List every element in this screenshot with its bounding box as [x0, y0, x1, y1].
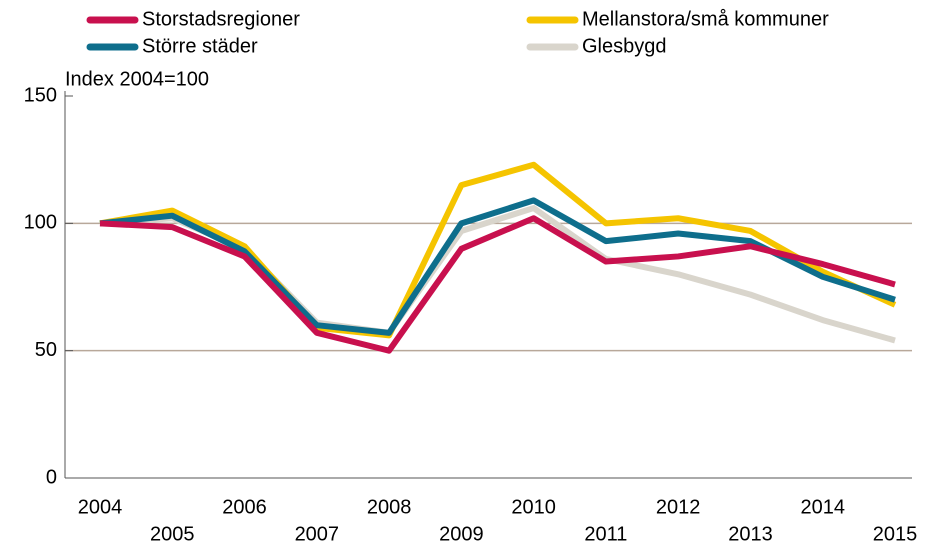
series-line: [99, 215, 896, 354]
x-tick-label: 2008: [367, 496, 412, 518]
x-tick-label: 2009: [439, 523, 484, 542]
y-tick-label: 50: [35, 339, 57, 361]
legend-label: Mellanstora/små kommuner: [582, 8, 829, 30]
x-tick-label: 2005: [150, 523, 195, 542]
x-tick-label: 2014: [800, 496, 845, 518]
x-tick-label: 2013: [728, 523, 773, 542]
series-line: [99, 205, 896, 344]
y-tick-label: 0: [46, 466, 57, 488]
x-tick-label: 2012: [656, 496, 701, 518]
x-tick-label: 2015: [873, 523, 918, 542]
y-tick-label: 150: [24, 84, 57, 106]
series-line: [99, 161, 897, 339]
x-tick-label: 2007: [295, 523, 340, 542]
legend-label: Glesbygd: [582, 35, 667, 57]
x-tick-label: 2011: [584, 523, 627, 542]
legend-label: Större städer: [142, 35, 258, 57]
x-tick-label: 2004: [78, 496, 123, 518]
y-tick-label: 100: [24, 212, 57, 234]
x-tick-label: 2006: [222, 496, 267, 518]
x-tick-label: 2010: [511, 496, 556, 518]
legend-label: Storstadsregioner: [142, 8, 300, 30]
y-axis-label: Index 2004=100: [65, 68, 209, 90]
